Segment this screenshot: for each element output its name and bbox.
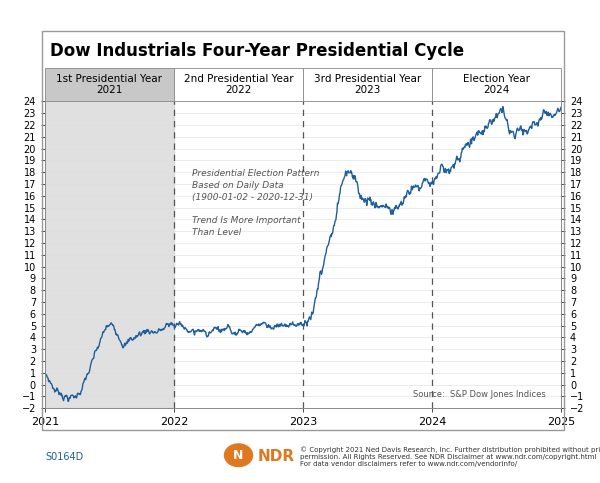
- Text: 1st Presidential Year
2021: 1st Presidential Year 2021: [56, 74, 163, 95]
- Text: © Copyright 2021 Ned Davis Research, Inc. Further distribution prohibited withou: © Copyright 2021 Ned Davis Research, Inc…: [300, 447, 600, 468]
- FancyBboxPatch shape: [303, 68, 432, 101]
- FancyBboxPatch shape: [174, 68, 303, 101]
- Text: NDR: NDR: [258, 449, 295, 464]
- Text: 2nd Presidential Year
2022: 2nd Presidential Year 2022: [184, 74, 293, 95]
- Text: N: N: [233, 449, 244, 462]
- Text: Source:  S&P Dow Jones Indices: Source: S&P Dow Jones Indices: [413, 390, 545, 399]
- FancyBboxPatch shape: [432, 68, 561, 101]
- Text: Dow Industrials Four-Year Presidential Cycle: Dow Industrials Four-Year Presidential C…: [50, 42, 464, 60]
- Text: S0164D: S0164D: [45, 452, 83, 462]
- Bar: [45, 101, 174, 408]
- Circle shape: [224, 444, 253, 467]
- Text: Presidential Election Pattern
Based on Daily Data
(1900-01-02 - 2020-12-31)

Tre: Presidential Election Pattern Based on D…: [192, 169, 320, 237]
- Text: 3rd Presidential Year
2023: 3rd Presidential Year 2023: [314, 74, 421, 95]
- Text: Election Year
2024: Election Year 2024: [463, 74, 530, 95]
- FancyBboxPatch shape: [45, 68, 174, 101]
